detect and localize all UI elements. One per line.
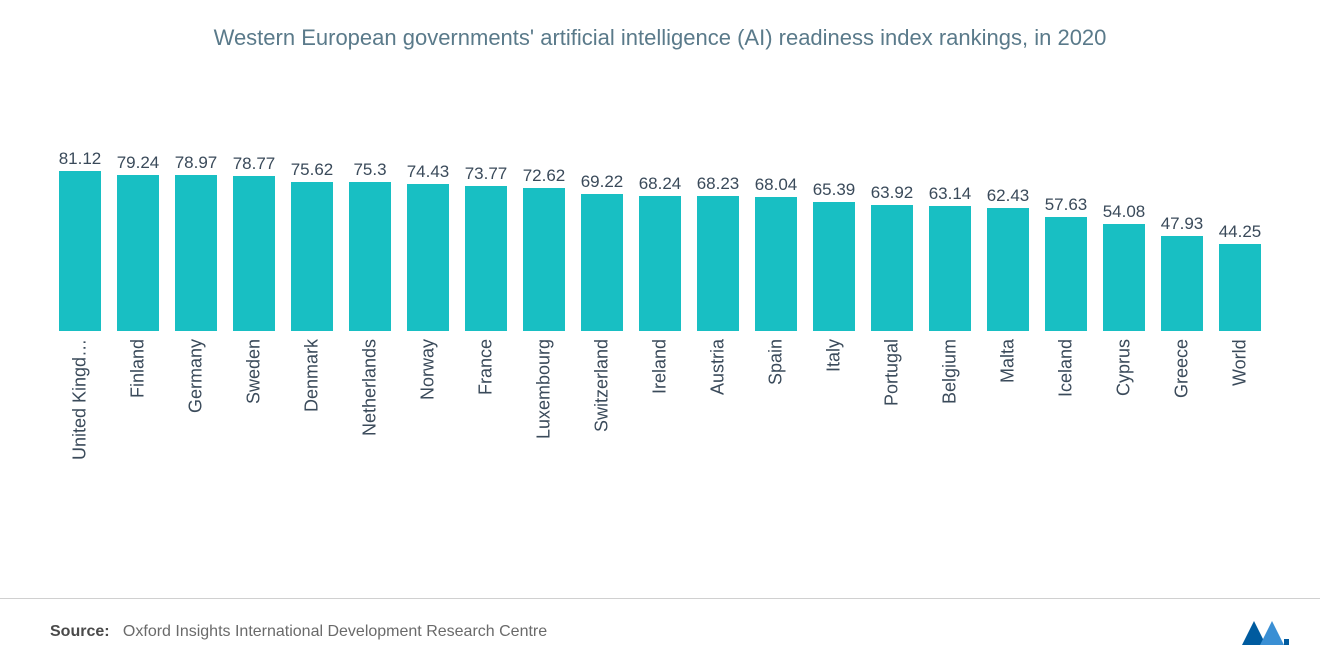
bar bbox=[175, 175, 217, 331]
bar-value-label: 75.62 bbox=[291, 160, 334, 180]
chart-labels-row: United Kingd…FinlandGermanySwedenDenmark… bbox=[30, 339, 1290, 519]
bar bbox=[407, 184, 449, 331]
bar-value-label: 47.93 bbox=[1161, 214, 1204, 234]
bar-wrapper: 63.14 bbox=[922, 184, 978, 331]
category-label: Germany bbox=[168, 339, 224, 519]
bar-wrapper: 68.24 bbox=[632, 174, 688, 331]
source-text-value: Oxford Insights International Developmen… bbox=[123, 623, 547, 640]
category-label: Denmark bbox=[284, 339, 340, 519]
category-label: Sweden bbox=[226, 339, 282, 519]
bar bbox=[291, 182, 333, 331]
bar-value-label: 68.23 bbox=[697, 174, 740, 194]
bar bbox=[871, 205, 913, 331]
bar bbox=[639, 196, 681, 331]
bar-wrapper: 78.77 bbox=[226, 154, 282, 331]
category-label: Luxembourg bbox=[516, 339, 572, 519]
bar bbox=[233, 176, 275, 331]
category-label: Finland bbox=[110, 339, 166, 519]
bar-value-label: 79.24 bbox=[117, 153, 160, 173]
category-label: Ireland bbox=[632, 339, 688, 519]
bar-value-label: 72.62 bbox=[523, 166, 566, 186]
bar-wrapper: 81.12 bbox=[52, 149, 108, 331]
bar-value-label: 78.77 bbox=[233, 154, 276, 174]
bar bbox=[755, 197, 797, 331]
bar-value-label: 74.43 bbox=[407, 162, 450, 182]
bar-wrapper: 44.25 bbox=[1212, 222, 1268, 331]
category-label: Switzerland bbox=[574, 339, 630, 519]
category-label: Cyprus bbox=[1096, 339, 1152, 519]
bar bbox=[697, 196, 739, 331]
category-label: Iceland bbox=[1038, 339, 1094, 519]
bar-wrapper: 68.04 bbox=[748, 175, 804, 331]
bar bbox=[1161, 236, 1203, 331]
category-label: Belgium bbox=[922, 339, 978, 519]
source-text bbox=[114, 623, 123, 640]
category-label: World bbox=[1212, 339, 1268, 519]
bar-value-label: 62.43 bbox=[987, 186, 1030, 206]
bar bbox=[1103, 224, 1145, 331]
bar-value-label: 81.12 bbox=[59, 149, 102, 169]
bar-value-label: 65.39 bbox=[813, 180, 856, 200]
bar-value-label: 73.77 bbox=[465, 164, 508, 184]
bar-wrapper: 54.08 bbox=[1096, 202, 1152, 331]
bar bbox=[349, 182, 391, 331]
bar-wrapper: 79.24 bbox=[110, 153, 166, 331]
bar bbox=[581, 194, 623, 331]
bar-value-label: 54.08 bbox=[1103, 202, 1146, 222]
category-label: France bbox=[458, 339, 514, 519]
chart-title: Western European governments' artificial… bbox=[30, 25, 1290, 51]
category-label: Spain bbox=[748, 339, 804, 519]
bar-value-label: 63.14 bbox=[929, 184, 972, 204]
bar-wrapper: 65.39 bbox=[806, 180, 862, 331]
bar bbox=[929, 206, 971, 331]
bar-value-label: 68.24 bbox=[639, 174, 682, 194]
bar-wrapper: 63.92 bbox=[864, 183, 920, 331]
brand-logo bbox=[1240, 617, 1290, 647]
bar bbox=[1045, 217, 1087, 331]
bar-wrapper: 68.23 bbox=[690, 174, 746, 331]
source-citation: Source: Oxford Insights International De… bbox=[50, 623, 547, 641]
category-label: Austria bbox=[690, 339, 746, 519]
bar-wrapper: 75.62 bbox=[284, 160, 340, 331]
bar-wrapper: 57.63 bbox=[1038, 195, 1094, 331]
bar bbox=[59, 171, 101, 331]
source-label: Source: bbox=[50, 623, 110, 640]
category-label: Malta bbox=[980, 339, 1036, 519]
bar bbox=[813, 202, 855, 331]
bar-value-label: 78.97 bbox=[175, 153, 218, 173]
bar-wrapper: 78.97 bbox=[168, 153, 224, 331]
bar bbox=[523, 188, 565, 331]
footer: Source: Oxford Insights International De… bbox=[0, 598, 1320, 665]
bar-value-label: 69.22 bbox=[581, 172, 624, 192]
bar-wrapper: 69.22 bbox=[574, 172, 630, 331]
bar bbox=[117, 175, 159, 331]
bar-value-label: 57.63 bbox=[1045, 195, 1088, 215]
bar-value-label: 44.25 bbox=[1219, 222, 1262, 242]
bar bbox=[1219, 244, 1261, 331]
bar-wrapper: 74.43 bbox=[400, 162, 456, 331]
bar-value-label: 63.92 bbox=[871, 183, 914, 203]
chart-plot-area: 81.12 79.24 78.97 78.77 75.62 75.3 74.43 73.77 7… bbox=[30, 131, 1290, 331]
category-label: Greece bbox=[1154, 339, 1210, 519]
chart-container: Western European governments' artificial… bbox=[0, 0, 1320, 665]
category-label: United Kingd… bbox=[52, 339, 108, 519]
bar bbox=[465, 186, 507, 332]
category-label: Norway bbox=[400, 339, 456, 519]
category-label: Netherlands bbox=[342, 339, 398, 519]
category-label: Portugal bbox=[864, 339, 920, 519]
bar-wrapper: 72.62 bbox=[516, 166, 572, 331]
bar-wrapper: 73.77 bbox=[458, 164, 514, 332]
bar-wrapper: 62.43 bbox=[980, 186, 1036, 331]
category-label: Italy bbox=[806, 339, 862, 519]
bar bbox=[987, 208, 1029, 331]
bar-wrapper: 47.93 bbox=[1154, 214, 1210, 331]
bar-wrapper: 75.3 bbox=[342, 160, 398, 331]
bar-value-label: 68.04 bbox=[755, 175, 798, 195]
bar-value-label: 75.3 bbox=[353, 160, 386, 180]
